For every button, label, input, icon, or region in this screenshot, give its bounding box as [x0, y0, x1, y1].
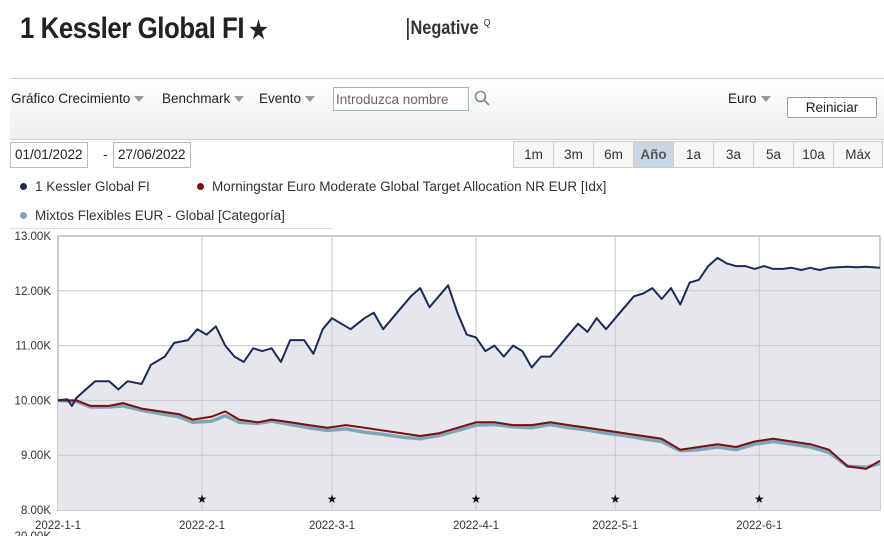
legend-item-category[interactable]: Mixtos Flexibles EUR - Global [Categoría…	[20, 208, 285, 223]
star-icon: ★	[754, 492, 765, 506]
x-tick-label: 2022-6-1	[736, 520, 782, 532]
date-separator: -	[103, 146, 108, 162]
legend-label: Morningstar Euro Moderate Global Target …	[212, 179, 607, 194]
benchmark-dropdown[interactable]: Benchmark	[162, 91, 245, 106]
chevron-down-icon	[134, 96, 145, 103]
x-tick-label: 2022-5-1	[592, 520, 638, 532]
legend-dot	[20, 211, 27, 219]
growth-chart-label: Gráfico Crecimiento	[11, 91, 131, 106]
currency-dropdown[interactable]: Euro	[728, 91, 771, 106]
search-input[interactable]	[333, 87, 469, 111]
end-date-field[interactable]: 27/06/2022	[113, 142, 191, 168]
chart-toolbar: Gráfico Crecimiento Benchmark Evento Eur…	[10, 78, 884, 140]
fund-title-text: 1 Kessler Global FI	[20, 12, 245, 45]
period-button[interactable]: 3m	[554, 142, 594, 167]
benchmark-label: Benchmark	[162, 91, 231, 106]
x-tick-label: 2022-2-1	[179, 520, 225, 532]
x-tick-label: 2022-4-1	[453, 520, 499, 532]
period-button[interactable]: 10a	[794, 142, 834, 167]
period-button[interactable]: 6m	[594, 142, 634, 167]
star-icon: ★	[197, 492, 208, 506]
period-button[interactable]: 1a	[674, 142, 714, 167]
period-selector: 1m 3m 6m Año 1a 3a 5a 10a Máx	[513, 141, 883, 168]
series-line-fund	[57, 256, 881, 407]
star-icon: ★	[610, 492, 621, 506]
growth-chart: 8.00K 9.00K 10.00K 11.00K 12.00K 13.00K 20.00K…	[15, 231, 881, 536]
chevron-down-icon	[760, 96, 771, 103]
period-button[interactable]: 5a	[754, 142, 794, 167]
y-tick-label: 9.00K	[21, 450, 51, 462]
legend-label: Mixtos Flexibles EUR - Global [Categoría…	[35, 208, 285, 223]
search-icon[interactable]	[474, 90, 490, 106]
rating-label: Negative	[410, 18, 479, 39]
period-button[interactable]: Año	[634, 142, 674, 167]
legend-divider	[10, 228, 333, 229]
fund-title: 1 Kessler Global FI ★	[20, 12, 268, 46]
y-tick-label: 10.00K	[15, 395, 52, 407]
chevron-down-icon	[305, 96, 316, 103]
x-tick-label: 2022-1-1	[35, 520, 81, 532]
legend-dot	[20, 182, 27, 190]
legend-item-benchmark[interactable]: Morningstar Euro Moderate Global Target …	[197, 179, 606, 194]
y-tick-label: 12.00K	[15, 286, 52, 298]
period-button[interactable]: Máx	[845, 147, 871, 162]
analyst-rating: Negative Q	[407, 18, 490, 40]
x-tick-label: 2022-3-1	[309, 520, 355, 532]
chevron-down-icon	[234, 96, 245, 103]
period-button[interactable]: 3a	[714, 142, 754, 167]
series-line-benchmark	[58, 399, 881, 470]
period-button[interactable]: 1m	[514, 142, 554, 167]
legend-label: 1 Kessler Global FI	[35, 179, 150, 194]
y-tick-label: 11.00K	[15, 341, 51, 353]
legend-dot	[197, 182, 204, 190]
event-dropdown[interactable]: Evento	[259, 91, 316, 106]
star-icon: ★	[327, 492, 338, 506]
star-icon: ★	[471, 492, 482, 506]
series-line-category	[57, 398, 881, 470]
y-tick-label: 20.00K	[15, 531, 52, 536]
currency-label: Euro	[728, 91, 757, 106]
rating-superscript: Q	[483, 18, 491, 29]
growth-chart-dropdown[interactable]: Gráfico Crecimiento	[11, 91, 145, 106]
y-tick-label: 13.00K	[15, 231, 52, 243]
legend-item-fund[interactable]: 1 Kessler Global FI	[20, 179, 150, 194]
star-icon: ★	[249, 17, 268, 44]
event-label: Evento	[259, 91, 302, 106]
start-date-field[interactable]: 01/01/2022	[10, 142, 88, 168]
reset-button[interactable]: Reiniciar	[787, 97, 877, 118]
y-tick-label: 8.00K	[21, 505, 51, 517]
